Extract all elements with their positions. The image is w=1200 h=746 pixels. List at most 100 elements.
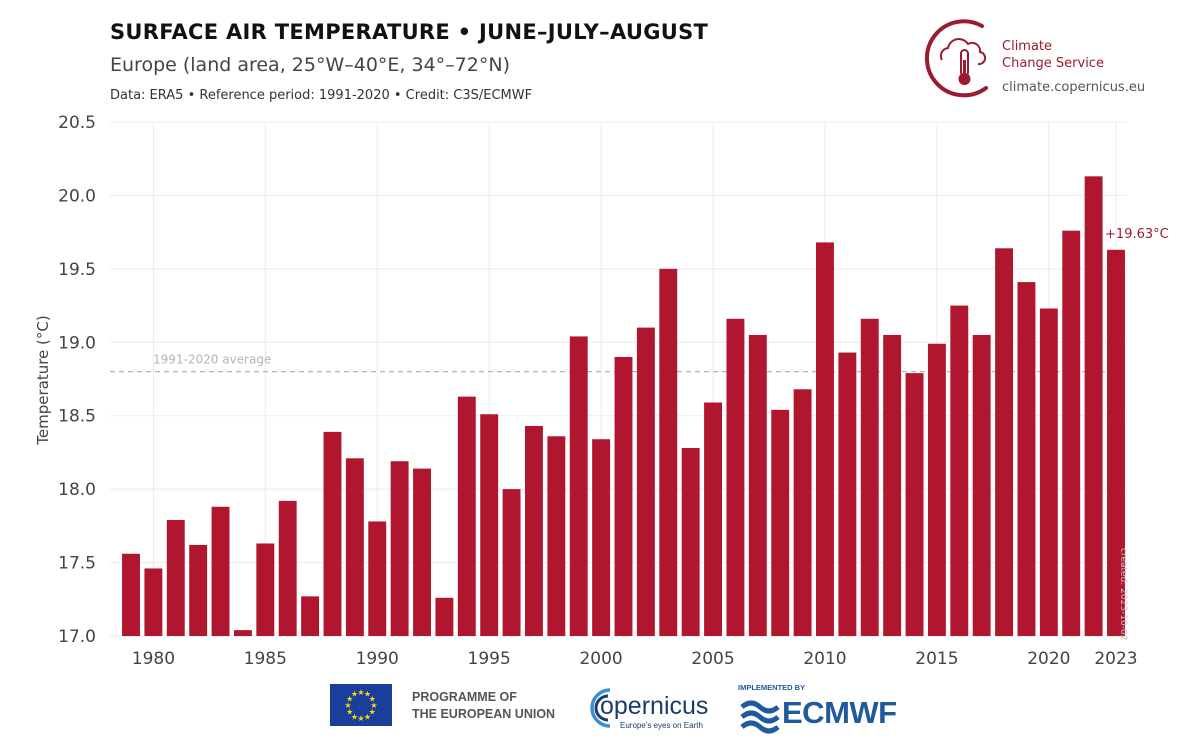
bar-1995 [480,414,499,636]
bar-1988 [323,431,342,636]
ecmwf-logo: IMPLEMENTED BY ECMWF [738,683,918,734]
x-tick-label: 2000 [579,649,622,669]
bar-1982 [189,544,208,636]
bar-2018 [995,248,1014,636]
bar-2012 [860,318,879,636]
eu-star-icon: ★ [369,695,376,704]
bar-2021 [1062,230,1081,636]
c3s-name: Climate Change Service [1002,38,1104,72]
bar-2005 [704,402,722,636]
bar-1985 [256,543,275,636]
bar-1990 [368,521,387,636]
y-tick-label: 18.0 [58,480,96,500]
bar-2023 [1107,249,1125,636]
y-tick-label: 20.0 [58,186,96,206]
eu-star-icon: ★ [351,712,358,721]
bar-1983 [211,506,230,636]
annotations: +19.63°C [1105,227,1169,242]
bar-2014 [905,373,924,636]
bar-2020 [1039,308,1058,636]
bar-1981 [166,519,185,636]
y-tick-label: 19.0 [58,333,96,353]
bar-2009 [793,389,812,636]
bar-2006 [726,318,745,636]
bar-1998 [547,436,566,636]
eu-programme-label: PROGRAMME OF THE EUROPEAN UNION [412,689,555,723]
footer-logos: ★ ★ ★ ★ ★ ★ ★ ★ ★ ★ ★ ★ PROGRAMME OF THE EUROPEAN U… [0,678,1200,738]
x-tick-label: 2020 [1027,649,1070,669]
bar-chart: 1991-2020 average 17.0 17.5 18.0 18.5 19.0 19… [34,113,1169,669]
eu-star-icon: ★ [346,695,353,704]
eu-star-icon: ★ [346,708,353,717]
eu-flag-icon: ★ ★ ★ ★ ★ ★ ★ ★ ★ ★ ★ ★ [330,684,392,726]
created-date-note: created: 2023-10-02 [1118,548,1128,641]
x-tick-label: 2010 [803,649,846,669]
eu-star-icon: ★ [364,712,371,721]
bar-2016 [950,305,969,636]
bar-2013 [883,334,902,636]
bar-1991 [390,461,409,636]
eu-star-icon: ★ [369,708,376,717]
eu-programme-line2: THE EUROPEAN UNION [412,707,556,721]
ecmwf-implemented-label: IMPLEMENTED BY [738,683,806,692]
bar-2019 [1017,282,1036,636]
y-tick-label: 18.5 [58,407,96,427]
eu-star-icon: ★ [357,714,364,723]
bar-1994 [457,396,476,636]
bar-1984 [233,630,252,636]
bar-2011 [838,352,857,636]
bar-2004 [681,448,700,636]
eu-star-icon: ★ [364,690,371,699]
x-tick-label: 1990 [356,649,399,669]
copernicus-tagline: Europe's eyes on Earth [620,721,703,730]
bar-2008 [771,409,790,636]
y-tick-labels: 17.0 17.5 18.0 18.5 19.0 19.5 20.0 20.5 [58,113,96,647]
x-tick-label: 1995 [468,649,511,669]
c3s-logo: Climate Change Service climate.copernicu… [920,16,1180,106]
data-source-credit: Data: ERA5 • Reference period: 1991-2020… [110,88,533,103]
bar-2010 [816,242,834,636]
x-tick-labels: 1980 1985 1990 1995 2000 2005 2010 2015 2020 2023 [132,649,1138,669]
eu-star-icon: ★ [344,701,351,710]
bar-1980 [144,568,163,636]
y-axis-label: Temperature (°C) [34,315,52,445]
y-tick-label: 20.5 [58,113,96,133]
bar-1999 [569,336,588,636]
bar-1987 [301,596,320,636]
x-tick-label: 2023 [1094,649,1137,669]
x-tick-label: 2015 [915,649,958,669]
eu-star-icon: ★ [351,690,358,699]
chart-subtitle: Europe (land area, 25°W–40°E, 34°–72°N) [110,54,510,76]
bar-1997 [525,425,543,636]
eu-star-icon: ★ [357,688,364,697]
x-tick-label: 2005 [691,649,734,669]
y-tick-label: 17.5 [58,554,96,574]
eu-programme-line1: PROGRAMME OF [412,690,517,704]
bar-2017 [972,334,991,636]
ecmwf-wave-icon [740,700,780,734]
bar-1992 [413,468,431,636]
c3s-url: climate.copernicus.eu [1002,80,1146,95]
reference-average-label: 1991-2020 average [153,353,271,367]
c3s-name-line1: Climate [1002,39,1053,54]
bar-2022 [1084,176,1103,636]
bar-1979 [122,553,140,636]
bar-2015 [927,343,946,636]
copernicus-arc-icon [590,688,611,728]
bar-2002 [636,327,655,636]
bar-2000 [592,439,611,636]
bar-1989 [345,458,364,636]
eu-star-icon: ★ [370,701,377,710]
copernicus-wordmark: opernicus [600,692,709,720]
x-tick-label: 1980 [132,649,175,669]
value-annotation: +19.63°C [1105,227,1169,242]
copernicus-logo: opernicus Europe's eyes on Earth [580,682,710,734]
ecmwf-wordmark: ECMWF [782,695,897,730]
bar-2007 [748,334,767,636]
bar-2001 [614,356,633,636]
bar-2003 [659,268,678,636]
chart-title: SURFACE AIR TEMPERATURE • JUNE–JULY–AUGU… [110,20,709,44]
bar-1996 [502,489,521,636]
x-tick-label: 1985 [244,649,287,669]
c3s-name-line2: Change Service [1002,56,1104,71]
